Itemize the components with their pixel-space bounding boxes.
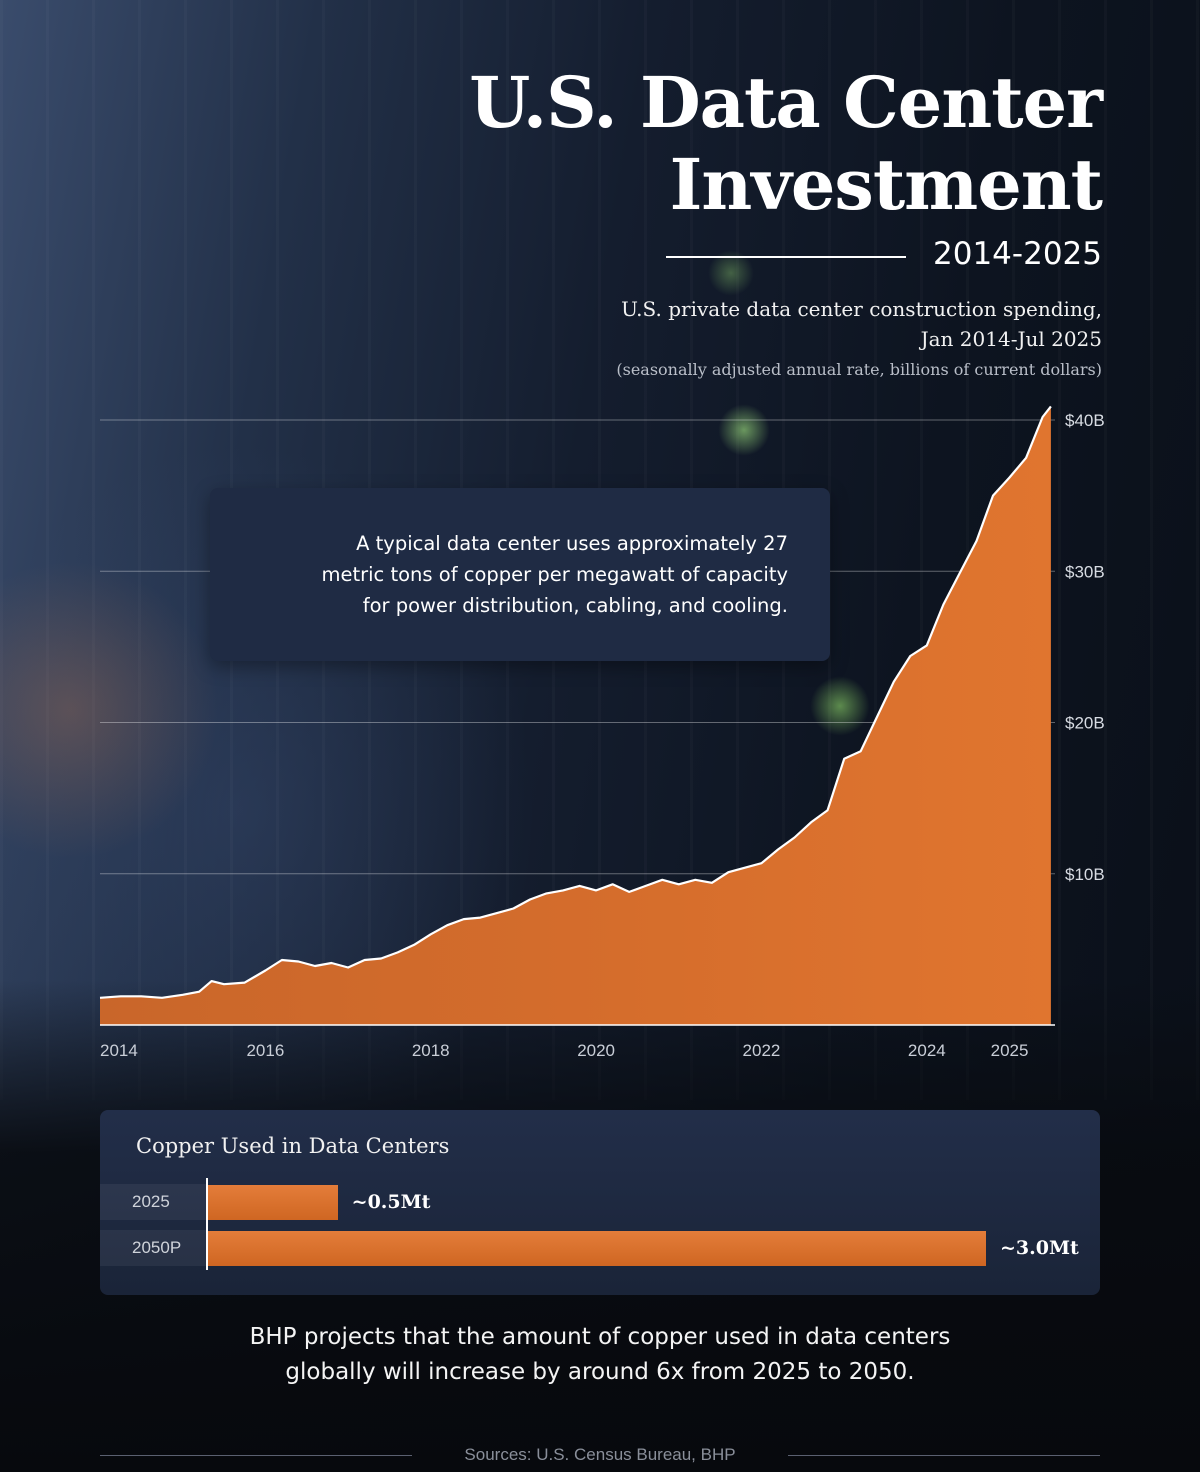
x-tick-label: 2020 [577, 1041, 615, 1060]
callout-line-1: A typical data center uses approximately… [356, 532, 788, 555]
bar-baseline [206, 1178, 208, 1270]
spending-area [100, 406, 1051, 1025]
x-tick-label: 2018 [412, 1041, 450, 1060]
y-tick-label: $20B [1065, 714, 1105, 733]
spending-line [99, 405, 1052, 999]
y-tick-label: $10B [1065, 865, 1105, 884]
green-server-light [810, 676, 870, 736]
period-label: 2014-2025 [933, 236, 1102, 272]
callout-line-2: metric tons of copper per megawatt of ca… [321, 563, 788, 586]
copper-callout: A typical data center uses approximately… [210, 488, 830, 661]
x-tick-label: 2024 [908, 1041, 946, 1060]
page-title: U.S. Data Center Investment [469, 61, 1103, 226]
period-rule [666, 256, 906, 258]
bar-value-label: ~3.0Mt [1000, 1237, 1079, 1259]
callout-text: A typical data center uses approximately… [228, 528, 788, 621]
sources-text: Sources: U.S. Census Bureau, BHP [464, 1445, 736, 1464]
bar-category-label: 2050P [100, 1230, 206, 1266]
callout-line-3: for power distribution, cabling, and coo… [362, 594, 788, 617]
chart-subtitle: U.S. private data center construction sp… [621, 294, 1102, 354]
copper-bar-chart: Copper Used in Data Centers 2025 2050P ~… [100, 1110, 1100, 1295]
y-tick-label: $30B [1065, 562, 1105, 581]
sources-rule-right [788, 1455, 1100, 1456]
x-tick-label: 2025 [991, 1041, 1029, 1060]
title-line-2: Investment [669, 143, 1103, 226]
projection-note: BHP projects that the amount of copper u… [0, 1320, 1200, 1390]
subtitle-line-2: Jan 2014-Jul 2025 [920, 327, 1102, 351]
spending-area-chart: $10B $20B $30B $40B 2014 2016 2018 2020 2022 202… [99, 405, 1105, 1060]
bar-value-label: ~0.5Mt [351, 1191, 431, 1213]
projection-line-1: BHP projects that the amount of copper u… [249, 1324, 951, 1350]
x-tick-label: 2016 [246, 1041, 284, 1060]
copper-bar-2025 [208, 1185, 338, 1220]
subtitle-line-1: U.S. private data center construction sp… [621, 297, 1102, 321]
y-tick-label: $40B [1065, 411, 1105, 430]
copper-bar-2050p [208, 1231, 986, 1266]
green-server-light [718, 404, 770, 456]
sources-footer: Sources: U.S. Census Bureau, BHP [100, 1440, 1100, 1470]
title-line-1: U.S. Data Center [469, 61, 1103, 144]
bar-category-label: 2025 [100, 1184, 206, 1220]
sources-rule-left [100, 1455, 412, 1456]
copper-chart-title: Copper Used in Data Centers [136, 1134, 450, 1158]
x-tick-label: 2014 [100, 1041, 138, 1060]
chart-unit-note: (seasonally adjusted annual rate, billio… [616, 360, 1102, 379]
projection-line-2: globally will increase by around 6x from… [285, 1359, 915, 1385]
x-tick-label: 2022 [743, 1041, 781, 1060]
